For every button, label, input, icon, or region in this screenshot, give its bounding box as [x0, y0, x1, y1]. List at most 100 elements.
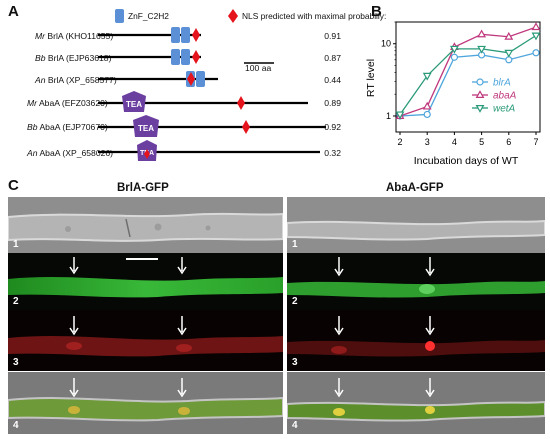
nls-marker — [192, 50, 200, 64]
legend-label: wetA — [493, 104, 516, 115]
protein-label-row-6: An AbaA (XP_658026) — [27, 148, 113, 158]
x-tick-label: 6 — [506, 137, 511, 147]
species-label: Bb — [35, 53, 46, 63]
data-point — [475, 90, 485, 99]
species-label: Mr — [27, 98, 38, 108]
x-tick-label: 7 — [533, 137, 538, 147]
y-tick-label: 1 — [386, 111, 391, 121]
nls-marker — [242, 120, 250, 134]
row-number: 4 — [292, 420, 298, 431]
znf-domain — [171, 27, 180, 43]
brla-merge-image: 4 — [8, 372, 283, 434]
nls-marker — [144, 149, 150, 159]
row-number: 1 — [292, 239, 298, 250]
znf-legend-label: ZnF_C2H2 — [128, 11, 169, 21]
znf-domain — [181, 49, 190, 65]
brla-gfp-image: 2 — [8, 253, 283, 310]
znf-domain — [196, 71, 205, 87]
nls-probability: 0.32 — [324, 148, 341, 158]
legend-label: abaA — [493, 91, 517, 102]
data-point — [423, 110, 431, 119]
row-number: 1 — [13, 239, 19, 250]
abaa-gfp-title: AbaA-GFP — [386, 182, 444, 194]
series-line-blrA — [399, 52, 537, 117]
brla-red-image: 3 — [8, 310, 283, 371]
protein-name: BrlA (KHO11655) — [47, 31, 114, 41]
y-tick-label: 10 — [381, 39, 391, 49]
protein-diagram-row-1 — [98, 27, 201, 43]
znf-legend-icon — [115, 9, 124, 23]
y-axis-label: RT level — [365, 59, 377, 97]
protein-label-row-5: Bb AbaA (EJP70670) — [27, 122, 108, 132]
protein-name: BrlA (EJP63618) — [47, 53, 112, 63]
panel-c-letter: C — [8, 177, 19, 194]
abaa-brightfield-image: 1 — [287, 197, 545, 253]
panel-b-letter: B — [371, 3, 382, 20]
protein-label-row-1: Mr BrlA (KHO11655) — [35, 31, 113, 41]
brla-brightfield-image: 1 — [8, 197, 283, 253]
nls-marker — [237, 96, 245, 110]
data-point — [504, 31, 514, 40]
abaa-merge-image: 4 — [287, 372, 545, 434]
row-number: 3 — [13, 357, 19, 368]
nls-probability: 0.87 — [324, 53, 341, 63]
series-line-wetA — [399, 34, 537, 115]
tea-domain-label: TEA — [126, 100, 142, 109]
nls-marker — [192, 28, 200, 42]
data-point — [504, 49, 514, 58]
row-number: 4 — [13, 420, 19, 431]
data-point — [505, 56, 513, 64]
legend-label: blrA — [493, 78, 511, 89]
data-point — [531, 22, 541, 31]
scale-bar-label: 100 aa — [245, 63, 272, 73]
protein-diagram-row-3 — [98, 71, 218, 87]
data-point — [449, 45, 459, 54]
tea-domain-label: TEA — [138, 124, 154, 133]
series-line-abaA — [399, 26, 537, 117]
data-point — [477, 29, 487, 38]
row-number: 3 — [292, 357, 298, 368]
brla-gfp-title: BrlA-GFP — [117, 182, 169, 194]
abaa-red-image: 3 — [287, 310, 545, 371]
x-tick-label: 3 — [425, 137, 430, 147]
abaa-gfp-image: 2 — [287, 253, 545, 310]
protein-diagram-row-6: TEA — [98, 140, 320, 161]
x-tick-label: 2 — [397, 137, 402, 147]
species-label: Mr — [35, 31, 46, 41]
x-tick-label: 5 — [479, 137, 484, 147]
protein-name: AbaA (EFZ03620) — [38, 98, 108, 108]
species-label: An — [27, 148, 38, 158]
protein-name: AbaA (EJP70670) — [39, 122, 108, 132]
protein-label-row-2: Bb BrlA (EJP63618) — [35, 53, 111, 63]
protein-diagram-row-4: TEA — [98, 91, 308, 112]
tea-domain — [133, 115, 159, 137]
data-point — [477, 45, 487, 54]
row-number: 2 — [13, 296, 19, 307]
plot-frame — [395, 21, 541, 133]
nls-probability: 0.91 — [324, 31, 341, 41]
panel-a-letter: A — [8, 3, 19, 20]
data-point — [531, 32, 541, 41]
scale-bar — [244, 62, 274, 64]
nls-probability: 0.44 — [324, 75, 341, 85]
data-point — [450, 53, 459, 61]
protein-label-row-3: An BrlA (XP_658577) — [35, 75, 117, 85]
rt-level-chart: 2 3 4 5 6 7 1 10 blrA abaA wetA RT level Incubati… — [365, 21, 541, 167]
species-label: An — [35, 75, 46, 85]
protein-diagram-row-5: TEA — [98, 115, 326, 137]
znf-domain — [171, 49, 180, 65]
tea-domain — [122, 91, 146, 112]
data-point — [395, 111, 405, 120]
nls-legend-label: NLS predicted with maximal probabiliy: — [242, 11, 387, 21]
data-point — [475, 104, 485, 113]
protein-label-row-4: Mr AbaA (EFZ03620) — [27, 98, 108, 108]
x-tick-label: 4 — [452, 137, 457, 147]
data-point — [532, 49, 540, 57]
znf-domain — [181, 27, 190, 43]
x-axis-label: Incubation days of WT — [414, 155, 519, 167]
row-number: 2 — [292, 296, 298, 307]
nls-legend-icon — [228, 9, 238, 23]
species-label: Bb — [27, 122, 38, 132]
protein-diagram-row-2 — [98, 49, 201, 65]
nls-probability: 0.92 — [324, 122, 341, 132]
